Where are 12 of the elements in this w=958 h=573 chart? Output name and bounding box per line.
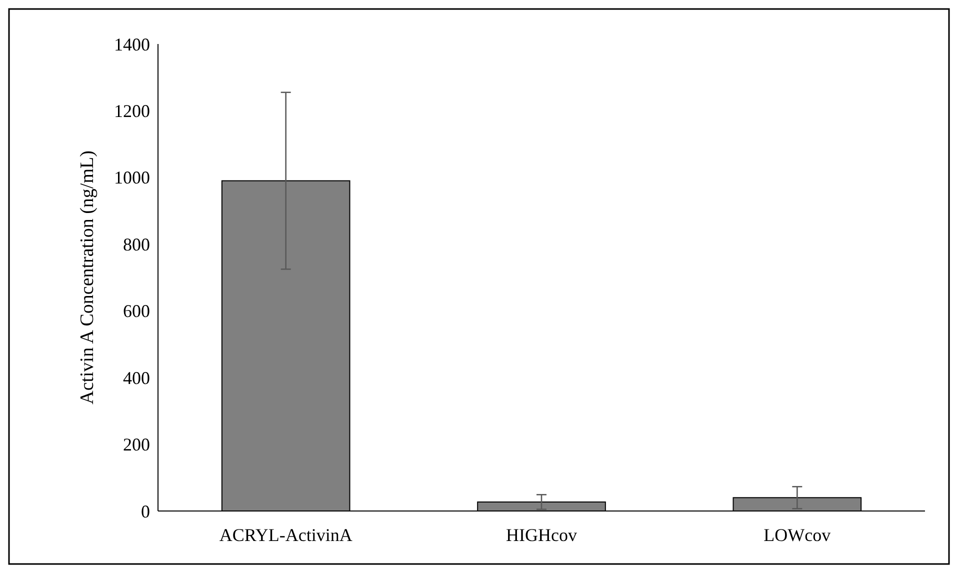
y-tick-label: 400: [123, 368, 150, 388]
x-tick-label: ACRYL-ActivinA: [219, 525, 352, 545]
y-tick-label: 200: [123, 434, 150, 455]
x-tick-label: LOWcov: [764, 525, 831, 545]
x-tick-label: HIGHcov: [506, 525, 577, 545]
y-tick-label: 800: [123, 234, 150, 254]
y-tick-label: 1400: [114, 34, 150, 54]
y-tick-label: 1000: [114, 168, 150, 188]
y-axis-title: Activin A Concentration (ng/mL): [77, 150, 98, 404]
y-tick-label: 0: [141, 501, 150, 522]
y-tick-label: 1200: [114, 101, 150, 122]
y-tick-label: 600: [123, 301, 150, 322]
